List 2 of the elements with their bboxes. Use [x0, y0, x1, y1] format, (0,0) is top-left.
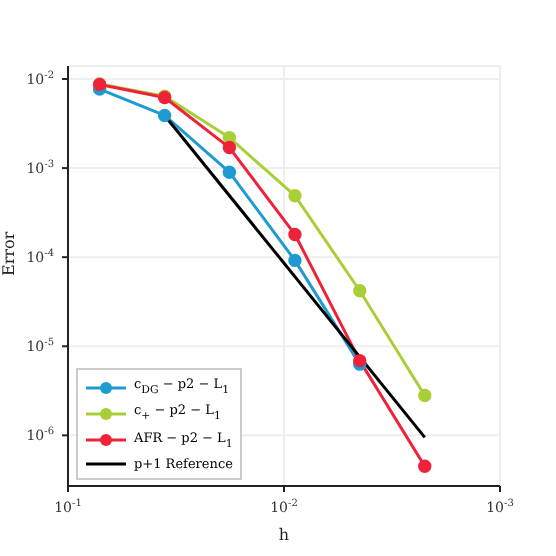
x-axis-title: h [278, 526, 290, 544]
y-axis-title: Error [0, 231, 18, 276]
